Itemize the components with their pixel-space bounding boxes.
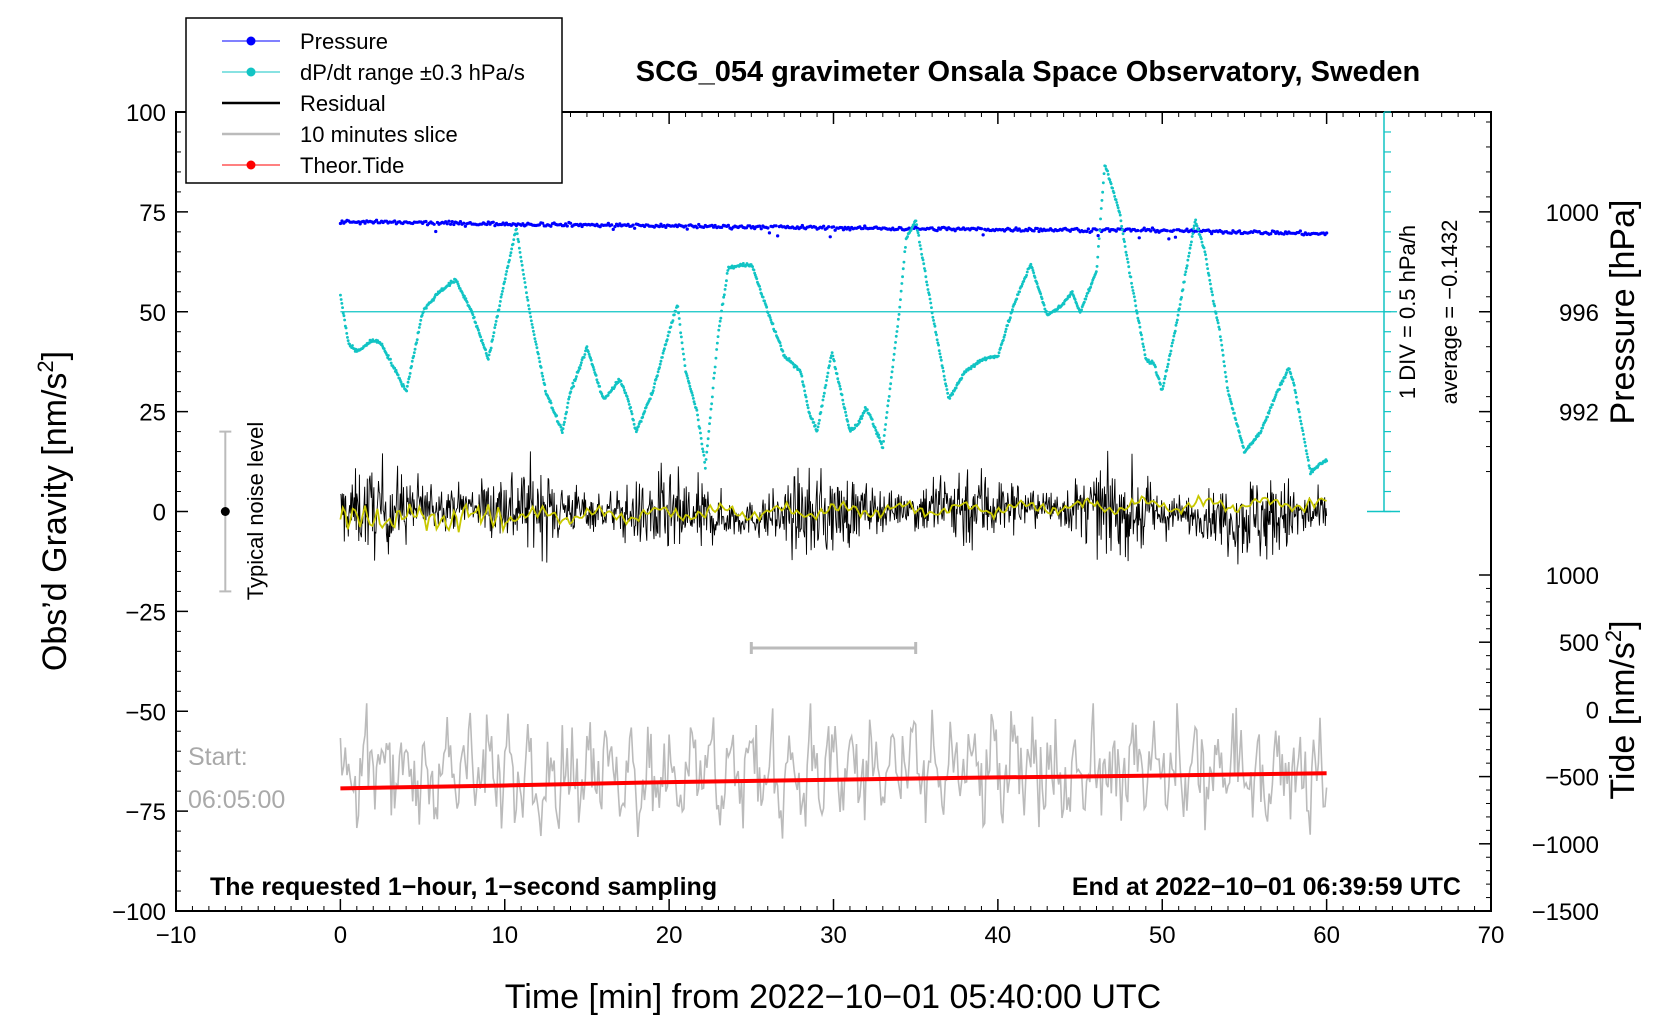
axes-layer: −10 0 10 20 30 40 50 60 701007550250−25−50−75−10… [112,100,1599,949]
x-tick-label: 10 [491,922,518,949]
legend-swatch-dot [246,160,256,170]
chart-title: SCG_054 gravimeter Onsala Space Observat… [636,56,1420,88]
noise-level-dot [220,507,230,516]
tide-tick-label: −1000 [1532,832,1599,859]
y-tick-label: 25 [139,400,166,427]
legend-swatch-dot [246,67,256,77]
y-tick-label: −100 [112,899,166,926]
legend-box [185,17,563,184]
pressure-tick-label: 992 [1559,400,1599,427]
pressure-series [338,218,1329,241]
bottom-left-note: The requested 1−hour, 1−second sampling [210,873,717,901]
pressure-tick-label: 996 [1559,300,1599,327]
tide-tick-label: 1000 [1546,563,1599,590]
div-label: 1 DIV = 0.5 hPa/h [1395,225,1420,399]
y-tick-label: 100 [126,100,166,127]
legend-label-slice: 10 minutes slice [300,122,458,147]
y-tick-label: −50 [125,699,166,726]
x-tick-label: 30 [820,922,847,949]
series-layer [338,164,1329,839]
x-tick-label: 0 [334,922,347,949]
residual-smoothed-line [339,493,1327,534]
legend-label-tide: Theor.Tide [300,153,404,178]
annotation-layer [219,111,1400,654]
x-tick-label: 70 [1478,922,1505,949]
legend-items [222,36,280,170]
average-label: average = −0.1432 [1437,220,1462,405]
y-tick-label: −25 [125,599,166,626]
y-axis-label-tide: Tide [nm/s2] [1601,620,1642,799]
legend-label-residual: Residual [300,91,386,116]
slice-line [339,703,1328,839]
legend-swatch-dot [246,36,256,46]
pressure-tick-label: 1000 [1546,200,1599,227]
tide-tick-label: 500 [1559,630,1599,657]
tide-tick-label: 0 [1586,697,1599,724]
noise-level-label: Typical noise level [243,422,268,601]
y-tick-label: 0 [153,500,166,527]
bottom-right-note: End at 2022−10−01 06:39:59 UTC [1072,873,1461,901]
x-tick-label: 20 [656,922,683,949]
y-tick-label: 75 [139,200,166,227]
tide-line [340,771,1327,791]
x-tick-label: 40 [985,922,1012,949]
tide-tick-label: −500 [1545,765,1599,792]
start-time: 06:05:00 [188,786,285,814]
y-axis-label-left: Obs’d Gravity [nm/s2] [33,351,74,671]
y-axis-label-pressure: Pressure [hPa] [1604,200,1642,425]
tide-tick-label: −1500 [1532,899,1599,926]
legend-label-dpdt: dP/dt range ±0.3 hPa/s [300,60,525,85]
start-label: Start: [188,743,248,771]
legend: Pressure dP/dt range ±0.3 hPa/s Residual… [185,17,563,184]
legend-label-pressure: Pressure [300,29,388,54]
x-axis-label: Time [min] from 2022−10−01 05:40:00 UTC [505,978,1161,1016]
x-tick-label: 60 [1313,922,1340,949]
y-tick-label: −75 [125,799,166,826]
x-tick-label: 50 [1149,922,1176,949]
y-tick-label: 50 [139,300,166,327]
dpdt-series [339,164,1329,476]
x-tick-label: −10 [156,922,197,949]
